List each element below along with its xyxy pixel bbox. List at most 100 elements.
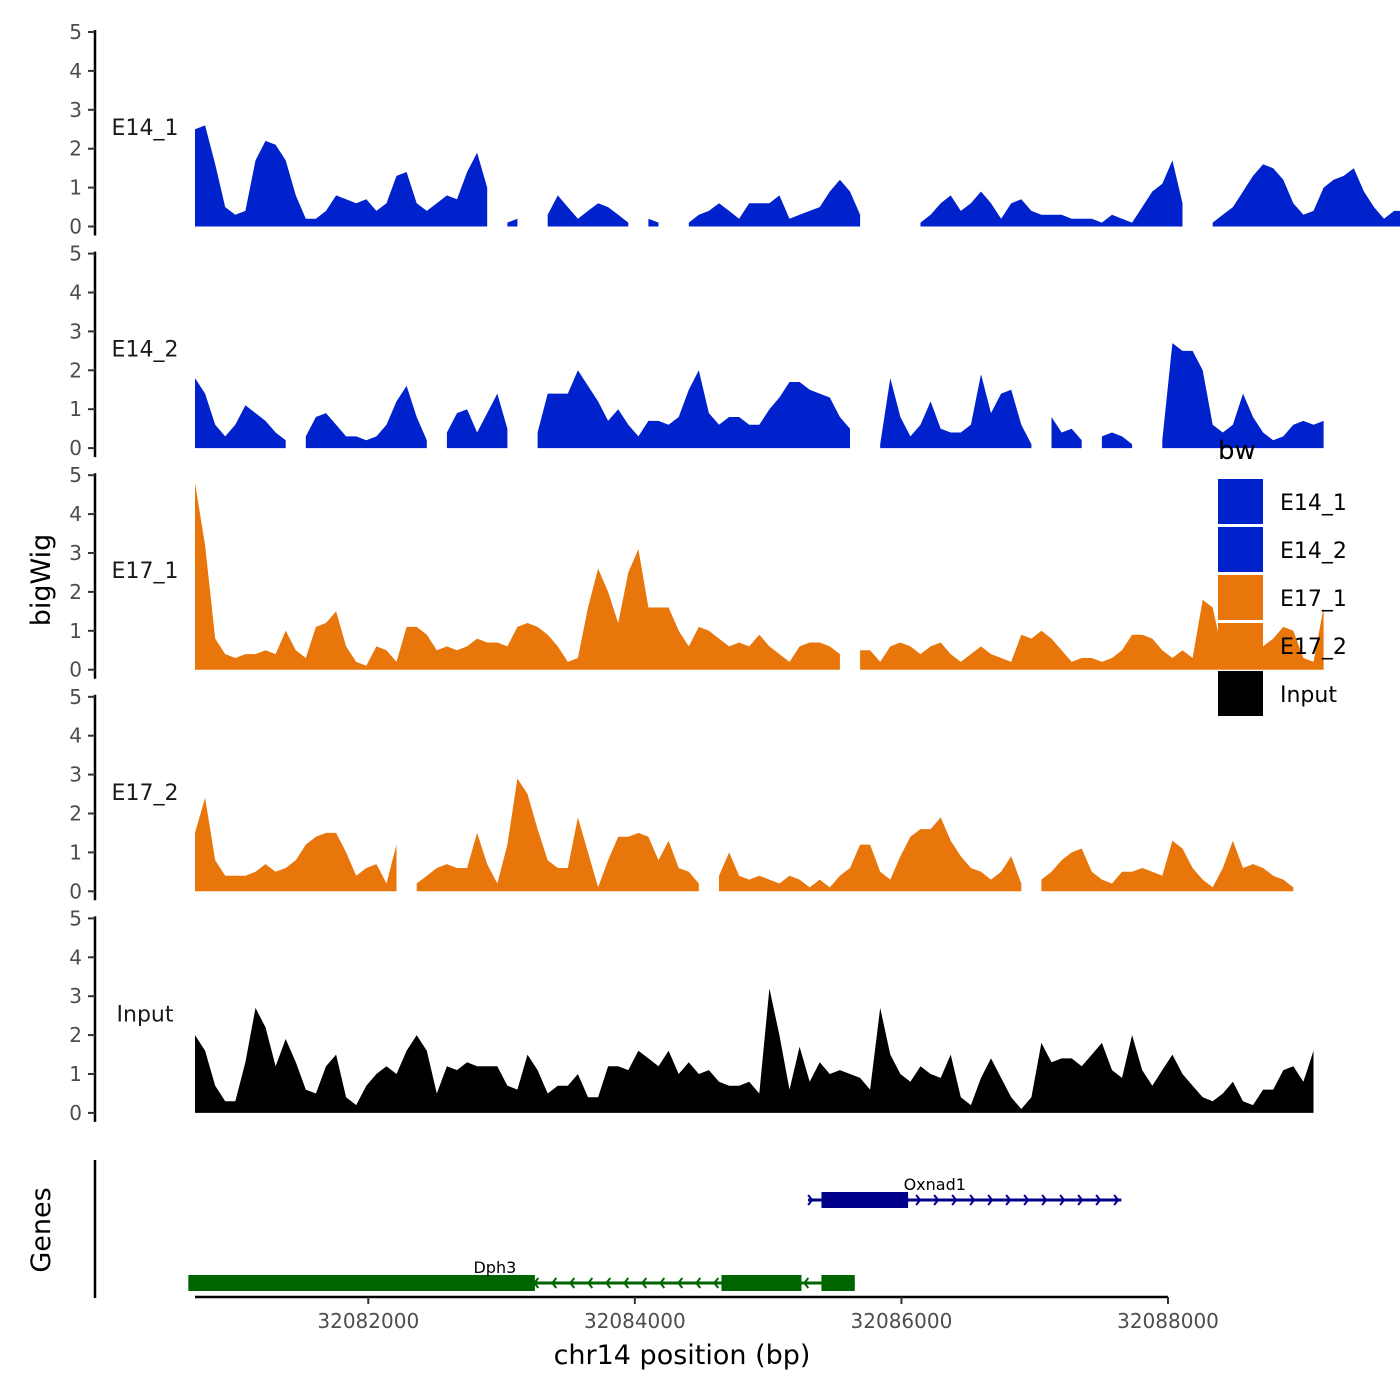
y-tick-label: 2 — [69, 802, 82, 826]
y-tick-label: 0 — [69, 1101, 82, 1125]
y-tick-label: 2 — [69, 358, 82, 382]
y-tick-label: 3 — [69, 319, 82, 343]
track-E14_1: 0 1 2 3 4 5 E14_1 — [69, 20, 1400, 239]
strand-arrow — [605, 1277, 612, 1289]
y-tick-label: 0 — [69, 215, 82, 239]
gene-exon — [721, 1275, 802, 1291]
gene-exon — [821, 1192, 909, 1208]
gene-track: Oxnad1 Dph3 — [93, 1160, 1122, 1298]
y-tick-label: 1 — [69, 1062, 82, 1086]
y-tick-label: 3 — [69, 541, 82, 565]
strand-arrow — [1113, 1194, 1120, 1206]
strand-arrow — [551, 1277, 558, 1289]
legend-swatch-E14_2 — [1218, 527, 1263, 572]
y-tick-label: 0 — [69, 436, 82, 460]
track-label: E14_1 — [112, 116, 179, 141]
track-E17_2: 0 1 2 3 4 5 E17_2 — [69, 685, 1294, 903]
genes-axis-title: Genes — [26, 1187, 57, 1272]
y-tick-label: 1 — [69, 840, 82, 864]
strand-arrow — [659, 1277, 666, 1289]
y-tick-label: 1 — [69, 397, 82, 421]
legend-label: E17_2 — [1280, 635, 1347, 660]
strand-arrow — [569, 1277, 576, 1289]
coverage-tracks: 0 1 2 3 4 5 E14_1 0 1 2 3 4 5 E14_2 0 1 2 3 4 5 E17_1 0 1 2 3 4 5 E… — [69, 20, 1400, 1125]
x-tick-label: 32086000 — [851, 1309, 953, 1333]
x-tick-label: 32084000 — [584, 1309, 686, 1333]
strand-arrow — [933, 1194, 940, 1206]
strand-arrow — [969, 1194, 976, 1206]
x-axis-title: chr14 position (bp) — [554, 1340, 811, 1371]
strand-arrow — [1095, 1194, 1102, 1206]
gene-exon — [821, 1275, 855, 1291]
y-tick-label: 4 — [69, 502, 82, 526]
coverage-area-E14_1 — [195, 125, 1400, 227]
strand-arrow — [987, 1194, 994, 1206]
gene-label: Oxnad1 — [904, 1175, 966, 1194]
strand-arrow — [677, 1277, 684, 1289]
legend-swatch-E14_1 — [1218, 479, 1263, 524]
strand-arrow — [623, 1277, 630, 1289]
strand-arrow — [1059, 1194, 1066, 1206]
y-tick-label: 1 — [69, 176, 82, 200]
strand-arrow — [587, 1277, 594, 1289]
strand-arrow — [695, 1277, 702, 1289]
y-tick-label: 5 — [69, 20, 82, 44]
legend-swatch-E17_1 — [1218, 575, 1263, 620]
gene-exon — [188, 1275, 535, 1291]
track-label: E17_2 — [112, 781, 179, 806]
coverage-area-E17_2 — [195, 778, 1294, 892]
coverage-area-E14_2 — [195, 343, 1324, 449]
strand-arrow — [807, 1194, 814, 1206]
track-label: E17_1 — [112, 559, 179, 584]
y-tick-label: 5 — [69, 242, 82, 266]
track-E17_1: 0 1 2 3 4 5 E17_1 — [69, 463, 1324, 682]
y-tick-label: 0 — [69, 879, 82, 903]
strand-arrow — [915, 1194, 922, 1206]
track-label: Input — [117, 1002, 174, 1027]
strand-arrow — [951, 1194, 958, 1206]
track-E14_2: 0 1 2 3 4 5 E14_2 — [69, 242, 1324, 460]
y-axis-title: bigWig — [26, 534, 57, 627]
y-tick-label: 5 — [69, 463, 82, 487]
x-axis: 32082000 32084000 32086000 32088000 — [195, 1295, 1219, 1333]
strand-arrow — [1005, 1194, 1012, 1206]
legend-swatch-Input — [1218, 671, 1263, 716]
strand-arrow — [1041, 1194, 1048, 1206]
y-tick-label: 3 — [69, 98, 82, 122]
legend-swatch-E17_2 — [1218, 623, 1263, 668]
coverage-area-E17_1 — [195, 483, 1324, 670]
y-tick-label: 1 — [69, 619, 82, 643]
strand-arrow — [1023, 1194, 1030, 1206]
y-tick-label: 4 — [69, 281, 82, 305]
gene-Dph3: Dph3 — [188, 1258, 855, 1291]
coverage-area-Input — [195, 988, 1314, 1113]
strand-arrow — [803, 1277, 810, 1289]
legend-label: E14_1 — [1280, 491, 1347, 516]
legend: bw E14_1 E14_2 E17_1 E17_2 Input — [1218, 436, 1347, 716]
legend-label: E14_2 — [1280, 539, 1347, 564]
gene-label: Dph3 — [473, 1258, 516, 1277]
legend-title: bw — [1218, 436, 1256, 466]
y-tick-label: 2 — [69, 137, 82, 161]
x-tick-label: 32088000 — [1117, 1309, 1219, 1333]
track-Input: 0 1 2 3 4 5 Input — [69, 906, 1314, 1125]
strand-arrow — [713, 1277, 720, 1289]
y-tick-label: 4 — [69, 724, 82, 748]
gene-Oxnad1: Oxnad1 — [807, 1175, 1122, 1208]
y-tick-label: 2 — [69, 580, 82, 604]
y-tick-label: 3 — [69, 984, 82, 1008]
y-tick-label: 5 — [69, 906, 82, 930]
x-tick-label: 32082000 — [317, 1309, 419, 1333]
y-tick-label: 2 — [69, 1023, 82, 1047]
strand-arrow — [1077, 1194, 1084, 1206]
legend-label: E17_1 — [1280, 587, 1347, 612]
y-tick-label: 4 — [69, 945, 82, 969]
strand-arrow — [641, 1277, 648, 1289]
y-tick-label: 0 — [69, 658, 82, 682]
y-tick-label: 4 — [69, 59, 82, 83]
y-tick-label: 5 — [69, 685, 82, 709]
legend-label: Input — [1280, 683, 1337, 708]
track-label: E14_2 — [112, 338, 179, 363]
y-tick-label: 3 — [69, 763, 82, 787]
